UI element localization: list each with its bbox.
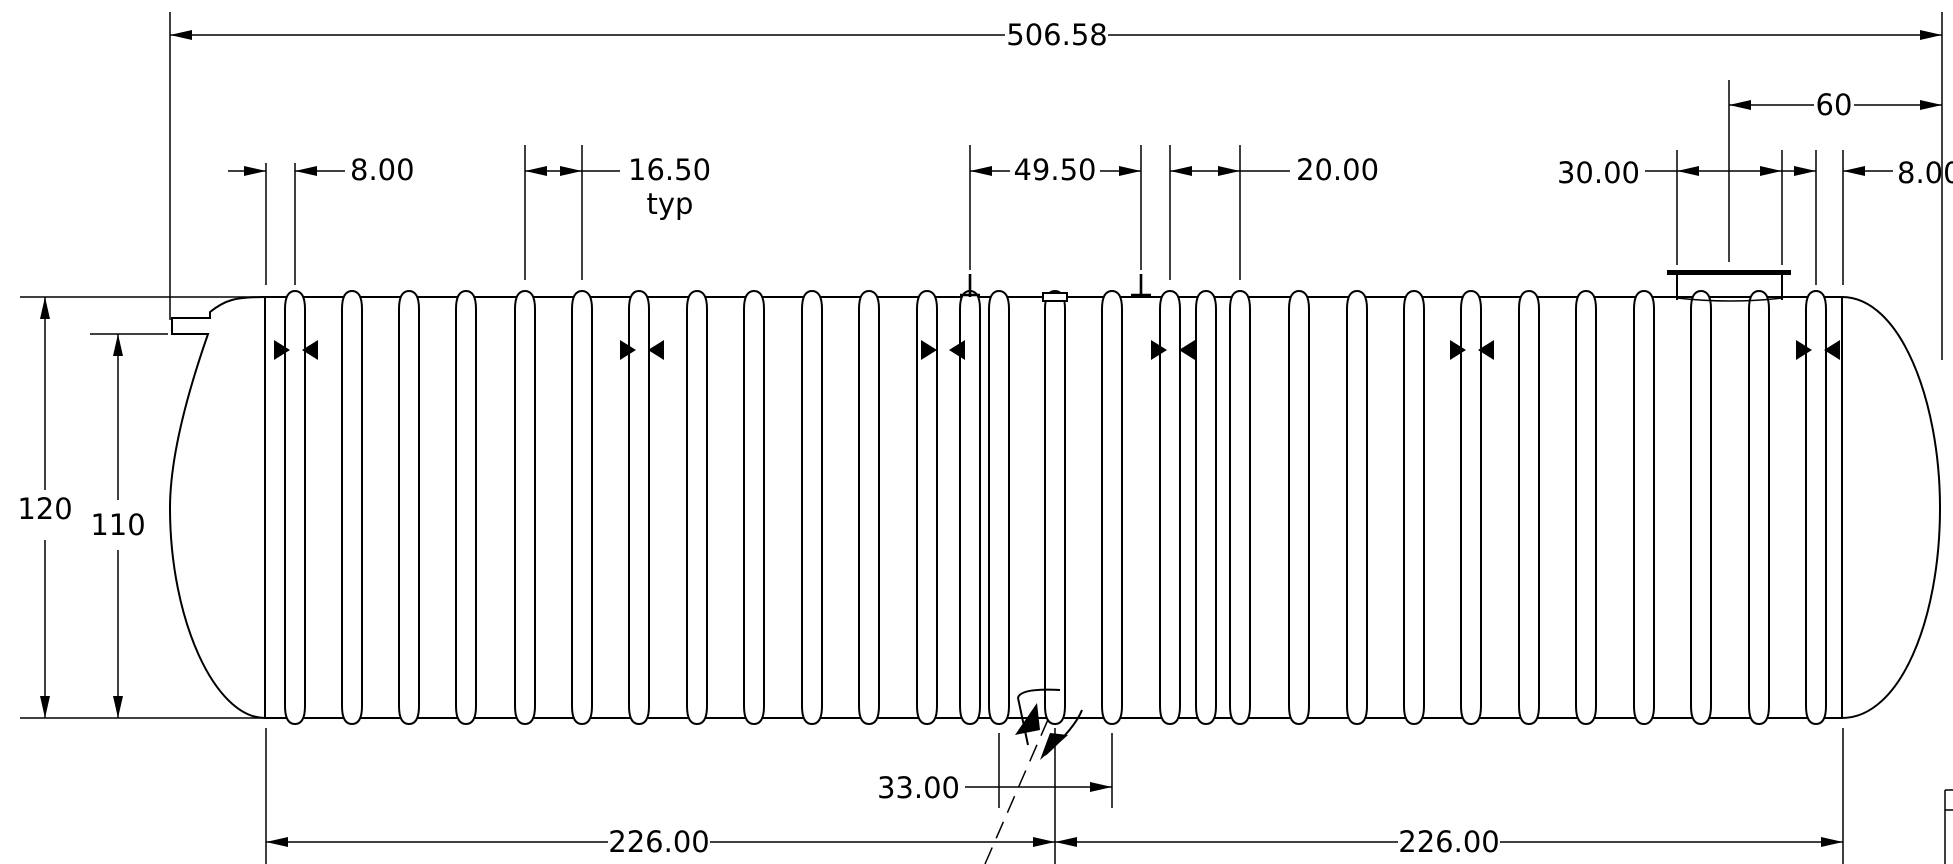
strap-arrow <box>1450 340 1466 360</box>
rib <box>1101 289 1123 726</box>
corrugation-ribs <box>284 289 1827 726</box>
dim-manhole-width: 30.00 <box>1557 156 1640 190</box>
strap-arrow <box>648 340 664 360</box>
strap-arrow <box>1151 340 1167 360</box>
rib <box>514 289 536 726</box>
rib <box>1346 289 1368 726</box>
rib <box>1805 289 1827 726</box>
rib <box>1460 289 1482 726</box>
rib <box>1288 289 1310 726</box>
dim-overall-length: 506.58 <box>1006 18 1107 52</box>
strap-arrow <box>302 340 318 360</box>
top-fittings <box>960 274 1151 302</box>
rib <box>959 289 981 726</box>
dim-end-offset-right: 8.00 <box>1897 156 1953 190</box>
center-rib-cap <box>1042 292 1068 302</box>
dim-end-offset-left: 8.00 <box>350 153 415 187</box>
rib <box>988 289 1010 726</box>
section-cut <box>984 688 1083 864</box>
rib <box>341 289 363 726</box>
dim-half-length-left: 226.00 <box>608 825 709 859</box>
rib <box>1748 289 1770 726</box>
strap-arrow <box>921 340 937 360</box>
dim-fitting-spacing: 49.50 <box>1013 153 1096 187</box>
rib <box>1518 289 1540 726</box>
rib <box>1159 289 1181 726</box>
strap-arrow <box>1824 340 1840 360</box>
rib <box>628 289 650 726</box>
dim-manhole-offset: 60 <box>1816 88 1853 122</box>
rib <box>916 289 938 726</box>
title-block-corner <box>1944 789 1953 864</box>
rib <box>858 289 880 726</box>
dim-gap-right: 20.00 <box>1296 153 1379 187</box>
strap-markers <box>274 340 1840 360</box>
rib <box>284 289 306 726</box>
rib <box>1229 289 1251 726</box>
rib <box>571 289 593 726</box>
strap-arrow <box>949 340 965 360</box>
dim-inner-height: 110 <box>90 508 145 542</box>
dim-center-rib-width: 33.00 <box>877 771 960 805</box>
dim-rib-pitch-note: typ <box>647 187 694 221</box>
strap-arrow <box>1796 340 1812 360</box>
rib <box>1195 289 1217 726</box>
dim-half-length-right: 226.00 <box>1398 825 1499 859</box>
rib <box>686 289 708 726</box>
strap-arrow <box>1478 340 1494 360</box>
strap-arrow <box>1179 340 1195 360</box>
left-end-cap <box>168 296 266 719</box>
rib <box>1575 289 1597 726</box>
right-end-cap <box>1841 296 1942 719</box>
dimension-lines <box>20 12 1943 864</box>
rib <box>1690 289 1712 726</box>
strap-arrow <box>274 340 290 360</box>
rib <box>398 289 420 726</box>
rib <box>1633 289 1655 726</box>
dim-overall-height: 120 <box>17 492 72 526</box>
rib <box>1044 289 1066 726</box>
dim-rib-pitch: 16.50 <box>628 153 711 187</box>
rib <box>1403 289 1425 726</box>
strap-arrow <box>620 340 636 360</box>
rib <box>801 289 823 726</box>
manhole <box>1667 270 1791 302</box>
rib <box>455 289 477 726</box>
rib <box>743 289 765 726</box>
dimension-labels: 506.58 60 8.00 16.50 typ 49.50 20.00 30.… <box>17 18 1953 859</box>
